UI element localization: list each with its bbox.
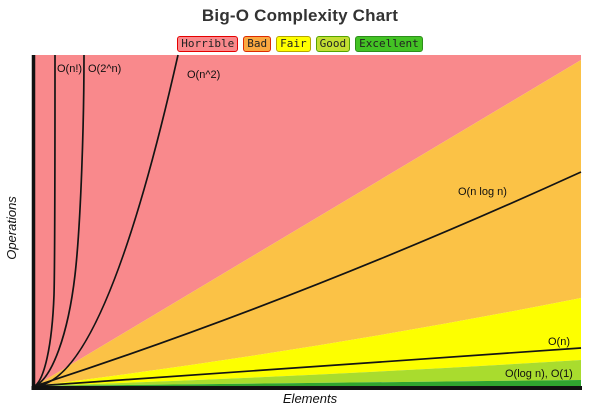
legend-badge-bad[interactable]: Bad — [243, 36, 272, 52]
curve-o-2-pow-n — [34, 54, 85, 387]
curve-o-n — [34, 347, 582, 387]
curve-o-n-factorial — [34, 54, 56, 387]
legend-badge-fair[interactable]: Fair — [276, 36, 311, 52]
zone-fair — [35, 298, 581, 386]
page-title: Big-O Complexity Chart — [201, 6, 399, 25]
legend-badge-good[interactable]: Good — [315, 36, 351, 52]
label-o-log-n-o-1: O(log n), O(1) — [505, 368, 573, 380]
x-axis-label: Elements — [283, 391, 338, 406]
zone-excellent — [35, 380, 581, 387]
y-axis-label: Operations — [4, 196, 19, 260]
zone-horrible — [35, 55, 581, 386]
curve-o-n-log-n — [34, 171, 582, 387]
legend-badge-horrible[interactable]: Horrible — [177, 36, 239, 52]
label-o-n-factorial: O(n!) — [57, 63, 82, 75]
zone-bad — [35, 60, 581, 386]
label-o-n-squared: O(n^2) — [187, 69, 220, 81]
zone-good — [35, 360, 581, 386]
legend-badge-excellent[interactable]: Excellent — [355, 36, 423, 52]
label-o-2-pow-n: O(2^n) — [88, 63, 121, 75]
legend: Horrible Bad Fair Good Excellent — [0, 36, 600, 52]
label-o-n: O(n) — [548, 336, 570, 348]
label-o-n-log-n: O(n log n) — [458, 186, 507, 198]
